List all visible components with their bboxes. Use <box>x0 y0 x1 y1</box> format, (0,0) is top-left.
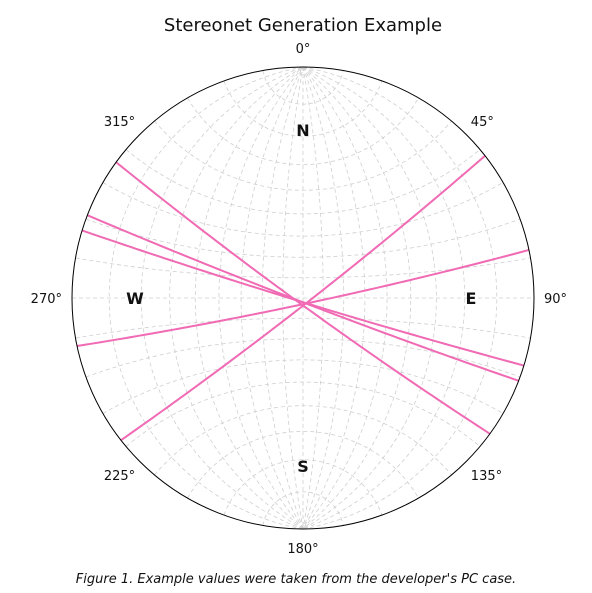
grid-small-circle <box>75 317 531 339</box>
grid-small-circle <box>102 359 504 414</box>
plane-great-circle <box>86 214 520 382</box>
grid-small-circle <box>223 459 383 516</box>
grid-small-circle <box>85 218 521 258</box>
grid-great-circle <box>302 67 388 529</box>
grid-great-circle <box>302 67 366 529</box>
grid-small-circle <box>154 120 452 191</box>
azimuth-tick-label: 180° <box>287 542 318 557</box>
grid-great-circle <box>302 67 324 529</box>
grid-small-circle <box>125 381 481 447</box>
grid-great-circle <box>302 67 412 529</box>
grid-great-circle <box>194 67 304 529</box>
grid-lines <box>72 67 534 529</box>
cardinal-label: N <box>296 121 309 140</box>
grid-great-circle <box>108 67 304 529</box>
cardinal-label: S <box>297 457 309 476</box>
azimuth-tick-label: 315° <box>104 115 135 130</box>
azimuth-tick-label: 0° <box>296 42 311 57</box>
grid-small-circle <box>85 338 521 378</box>
great-circles <box>76 154 530 442</box>
grid-great-circle <box>169 67 304 529</box>
net-outline <box>71 66 535 530</box>
azimuth-tick-label: 90° <box>544 292 567 307</box>
azimuth-ticks: 0° 45° 90° 135° 180° 225° 270° 315° <box>31 42 567 557</box>
azimuth-tick-label: 225° <box>104 469 135 484</box>
grid-small-circle <box>154 405 452 476</box>
grid-small-circle <box>75 257 531 279</box>
plane-great-circle <box>76 248 530 348</box>
chart-title: Stereonet Generation Example <box>164 15 442 36</box>
grid-small-circle <box>223 80 383 137</box>
grid-small-circle <box>262 70 344 105</box>
azimuth-tick-label: 45° <box>471 115 494 130</box>
grid-small-circle <box>102 182 504 237</box>
grid-small-circle <box>262 491 344 526</box>
azimuth-tick-label: 135° <box>471 469 502 484</box>
cardinal-labels: N E S W <box>126 121 476 476</box>
azimuth-tick-label: 270° <box>31 292 62 307</box>
cardinal-label: E <box>466 289 477 308</box>
grid-small-circle <box>187 430 419 499</box>
grid-small-circle <box>125 149 481 215</box>
grid-great-circle <box>302 67 345 529</box>
plane-great-circle <box>115 161 491 435</box>
grid-small-circle <box>187 97 419 166</box>
figure-caption: Figure 1. Example values were taken from… <box>76 572 516 587</box>
cardinal-label: W <box>126 289 144 308</box>
